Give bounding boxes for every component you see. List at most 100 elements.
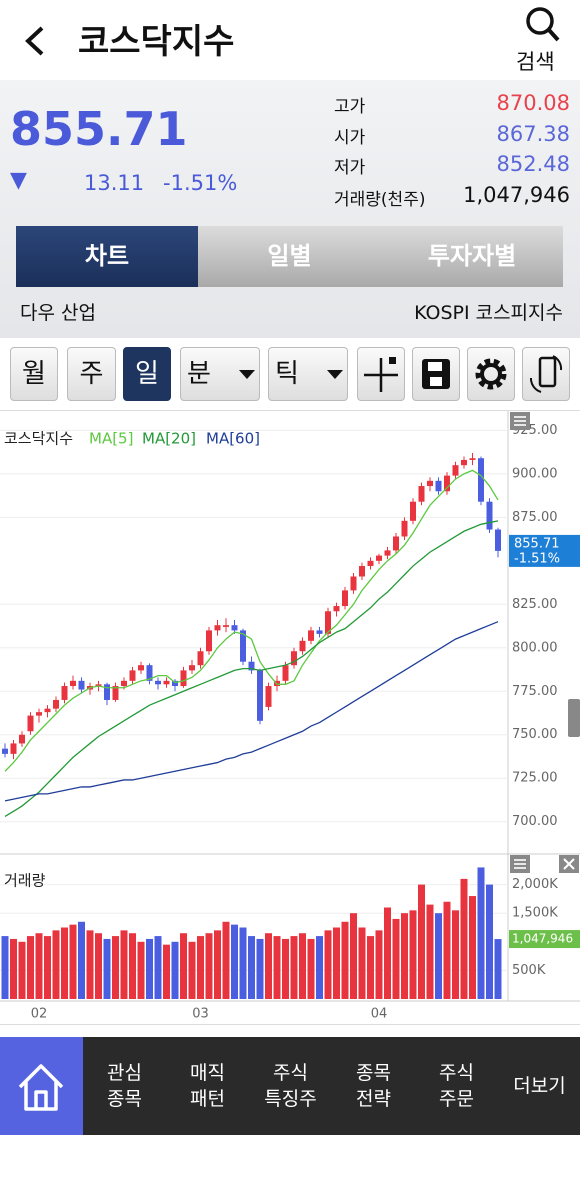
related-index[interactable]: KOSPI 코스피지수: [414, 302, 563, 324]
price-tag: [509, 534, 580, 567]
y-tick-label: 825.00: [512, 597, 558, 612]
x-tick-label: 02: [31, 1007, 48, 1022]
nav-label: 주식: [273, 1062, 308, 1084]
volume-bar: [188, 941, 196, 999]
nav-item[interactable]: 주식 주문: [415, 1037, 498, 1135]
stat-label: 저가: [334, 158, 366, 178]
nav-item[interactable]: 더보기: [498, 1037, 580, 1135]
moving-average: [4, 621, 499, 802]
candle-body: [342, 590, 348, 607]
volume-bar: [477, 867, 485, 999]
panel-menu[interactable]: [510, 412, 530, 430]
volume-bar: [460, 878, 468, 999]
period-button[interactable]: 일: [123, 347, 171, 401]
stat-label: 거래량(천주): [334, 190, 426, 210]
gear-icon: [475, 358, 507, 390]
tab[interactable]: 투자자별: [381, 226, 563, 287]
candle-body: [401, 520, 408, 537]
candle-body: [189, 665, 195, 671]
price: 855.71: [10, 102, 188, 156]
volume-bar: [146, 938, 153, 999]
y-tick-label: 775.00: [512, 684, 558, 699]
volume-bar: [324, 930, 332, 999]
period-dropdown[interactable]: 틱: [268, 347, 348, 401]
volume-bar: [86, 930, 94, 999]
volume-tag-value: 1,047,946: [512, 932, 573, 946]
volume-bar: [95, 933, 102, 999]
tab[interactable]: 차트: [16, 226, 198, 287]
candle-body: [325, 611, 331, 634]
volume-bar: [435, 913, 442, 999]
stat-label: 시가: [334, 128, 366, 148]
volume-title: 거래량: [4, 872, 46, 890]
volume-bar: [248, 936, 255, 999]
volume-bar: [307, 938, 315, 999]
home-button[interactable]: [0, 1037, 83, 1135]
related-index[interactable]: 다우 산업: [20, 302, 96, 324]
period-button[interactable]: 주: [67, 347, 116, 401]
volume-bar: [180, 933, 187, 999]
nav-label: 종목: [107, 1088, 142, 1110]
stat-label: 고가: [334, 97, 366, 117]
tab[interactable]: 일별: [198, 226, 381, 287]
search-icon[interactable]: [522, 4, 562, 44]
candle-body: [384, 550, 391, 556]
nav-item[interactable]: 관심 종목: [83, 1037, 166, 1135]
legend-label: 코스닥지수: [4, 430, 73, 448]
volume-bar: [129, 933, 136, 999]
change: 13.11: [84, 171, 145, 195]
volume-bar: [401, 913, 408, 999]
candle-body: [155, 680, 161, 685]
volume-bar: [341, 921, 349, 999]
stat-value: 870.08: [496, 91, 570, 115]
volume-bar: [222, 921, 230, 999]
legend-label: MA[20]: [142, 430, 196, 448]
nav-label: 주식: [439, 1062, 474, 1084]
nav-label: 더보기: [513, 1075, 566, 1097]
settings-button[interactable]: [467, 347, 515, 401]
panel-close[interactable]: [559, 855, 579, 873]
candle-body: [444, 475, 450, 492]
period-button[interactable]: 월: [10, 347, 58, 401]
candle-body: [240, 630, 246, 662]
volume-bar: [290, 936, 298, 999]
candle-body: [486, 501, 493, 530]
x-tick-label: 04: [371, 1007, 388, 1022]
candle-body: [410, 501, 416, 521]
down-arrow: ▼: [10, 168, 27, 193]
candle-body: [214, 625, 221, 631]
panel-menu[interactable]: [510, 855, 530, 873]
nav-item[interactable]: 매직 패턴: [166, 1037, 249, 1135]
volume-bar: [426, 904, 434, 999]
back-button[interactable]: [20, 24, 50, 58]
candle-body: [308, 630, 314, 641]
candle-body: [265, 686, 272, 707]
candle-body: [231, 625, 238, 631]
scroll-grip: [568, 699, 580, 737]
crosshair-button[interactable]: [357, 347, 405, 401]
y-tick-label: 875.00: [512, 510, 558, 525]
volume-bar: [367, 936, 374, 999]
rotate-button[interactable]: [522, 347, 570, 401]
volume-bar: [333, 927, 340, 999]
candle-body: [461, 459, 467, 466]
nav-item[interactable]: 종목 전략: [332, 1037, 415, 1135]
nav-label: 종목: [356, 1062, 391, 1084]
save-icon: [422, 359, 450, 389]
period-dropdown[interactable]: 분: [180, 347, 260, 401]
quote-panel: 855.71 ▼ 13.11 -1.51% 고가 시가 저가 거래량(천주) 8…: [0, 80, 580, 338]
candle-body: [121, 680, 127, 687]
volume-bar: [265, 933, 272, 999]
volume-bar: [112, 936, 119, 999]
legend-label: MA[5]: [89, 430, 133, 448]
candle-body: [53, 699, 59, 709]
search-label[interactable]: 검색: [516, 50, 555, 74]
save-button[interactable]: [412, 347, 460, 401]
y-tick-label: 500K: [512, 963, 546, 978]
nav-label: 특징주: [264, 1088, 317, 1110]
stat-value: 1,047,946: [463, 183, 570, 207]
candle-body: [291, 651, 297, 666]
volume-bar: [18, 941, 26, 999]
